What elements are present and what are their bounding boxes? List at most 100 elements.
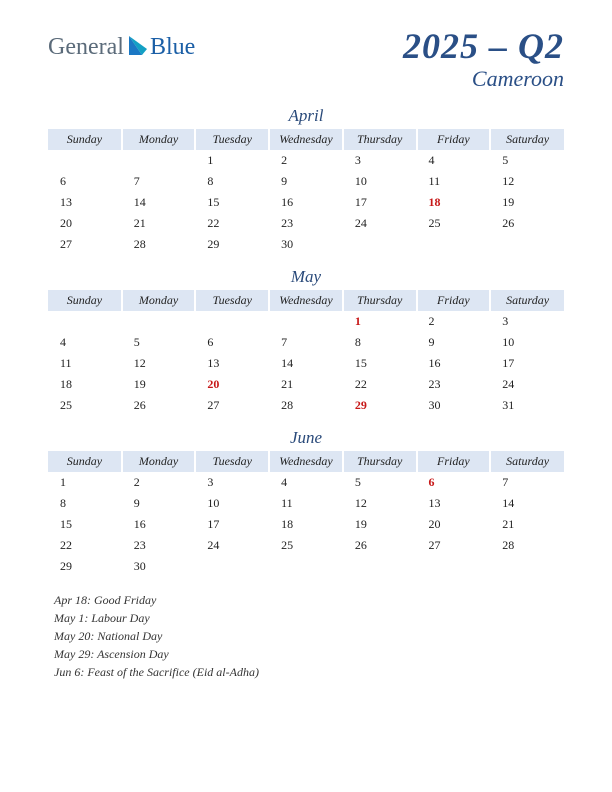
calendar-cell: 17 <box>195 514 269 535</box>
calendar-cell: 29 <box>48 556 122 577</box>
calendar-row: 12345 <box>48 150 564 171</box>
calendar-cell: 12 <box>490 171 564 192</box>
calendar-cell: 29 <box>343 395 417 416</box>
weekday-header: Monday <box>122 129 196 150</box>
calendar-cell <box>122 311 196 332</box>
month-block: AprilSundayMondayTuesdayWednesdayThursda… <box>48 106 564 255</box>
calendar-cell <box>48 150 122 171</box>
calendar-cell: 25 <box>48 395 122 416</box>
calendar-cell: 28 <box>490 535 564 556</box>
calendar-cell: 7 <box>122 171 196 192</box>
calendar-cell: 18 <box>48 374 122 395</box>
weekday-header: Thursday <box>343 451 417 472</box>
calendar-cell: 6 <box>195 332 269 353</box>
weekday-header: Sunday <box>48 129 122 150</box>
month-name: June <box>48 428 564 448</box>
calendar-cell: 27 <box>417 535 491 556</box>
months-container: AprilSundayMondayTuesdayWednesdayThursda… <box>48 106 564 577</box>
calendar-row: 11121314151617 <box>48 353 564 374</box>
calendar-cell: 10 <box>195 493 269 514</box>
calendar-cell: 1 <box>48 472 122 493</box>
calendar-cell: 28 <box>269 395 343 416</box>
calendar-cell: 30 <box>417 395 491 416</box>
weekday-header: Wednesday <box>269 290 343 311</box>
calendar-cell: 3 <box>195 472 269 493</box>
calendar-cell: 27 <box>195 395 269 416</box>
holiday-entry: May 29: Ascension Day <box>54 645 564 663</box>
calendar-cell: 30 <box>269 234 343 255</box>
weekday-header: Tuesday <box>195 129 269 150</box>
calendar-cell: 9 <box>122 493 196 514</box>
title-main: 2025 – Q2 <box>403 28 564 64</box>
calendar-cell: 19 <box>490 192 564 213</box>
weekday-header: Wednesday <box>269 129 343 150</box>
weekday-header: Thursday <box>343 129 417 150</box>
calendar-cell: 14 <box>490 493 564 514</box>
calendar-cell: 13 <box>48 192 122 213</box>
calendar-cell: 20 <box>48 213 122 234</box>
calendar-row: 13141516171819 <box>48 192 564 213</box>
calendar-cell: 20 <box>417 514 491 535</box>
calendar-table: SundayMondayTuesdayWednesdayThursdayFrid… <box>48 290 564 416</box>
calendar-cell: 29 <box>195 234 269 255</box>
month-block: May SundayMondayTuesdayWednesdayThursdayF… <box>48 267 564 416</box>
weekday-header: Friday <box>417 451 491 472</box>
calendar-cell <box>343 234 417 255</box>
calendar-cell <box>269 311 343 332</box>
title-sub: Cameroon <box>403 66 564 92</box>
calendar-cell: 16 <box>417 353 491 374</box>
weekday-header: Friday <box>417 129 491 150</box>
calendar-cell <box>195 311 269 332</box>
calendar-cell: 2 <box>417 311 491 332</box>
logo-text-general: General <box>48 34 124 61</box>
calendar-cell: 1 <box>195 150 269 171</box>
calendar-cell: 4 <box>48 332 122 353</box>
calendar-row: 18192021222324 <box>48 374 564 395</box>
weekday-header: Saturday <box>490 290 564 311</box>
calendar-cell: 22 <box>343 374 417 395</box>
calendar-cell: 6 <box>48 171 122 192</box>
holiday-entry: Apr 18: Good Friday <box>54 591 564 609</box>
calendar-cell: 18 <box>417 192 491 213</box>
calendar-cell: 24 <box>195 535 269 556</box>
calendar-cell: 17 <box>343 192 417 213</box>
weekday-header: Sunday <box>48 451 122 472</box>
calendar-cell: 11 <box>269 493 343 514</box>
calendar-cell: 7 <box>269 332 343 353</box>
calendar-cell: 18 <box>269 514 343 535</box>
calendar-cell: 26 <box>122 395 196 416</box>
calendar-cell: 13 <box>417 493 491 514</box>
calendar-cell: 8 <box>343 332 417 353</box>
calendar-cell: 3 <box>490 311 564 332</box>
calendar-cell: 8 <box>195 171 269 192</box>
calendar-row: 15161718192021 <box>48 514 564 535</box>
calendar-cell <box>269 556 343 577</box>
calendar-cell: 23 <box>122 535 196 556</box>
calendar-cell: 20 <box>195 374 269 395</box>
calendar-cell: 19 <box>343 514 417 535</box>
month-name: May <box>48 267 564 287</box>
calendar-cell: 12 <box>122 353 196 374</box>
calendar-cell: 22 <box>48 535 122 556</box>
calendar-cell: 26 <box>343 535 417 556</box>
calendar-cell: 1 <box>343 311 417 332</box>
calendar-cell: 8 <box>48 493 122 514</box>
calendar-cell: 14 <box>269 353 343 374</box>
calendar-row: 27282930 <box>48 234 564 255</box>
calendar-cell: 30 <box>122 556 196 577</box>
calendar-cell: 25 <box>269 535 343 556</box>
page: General Blue 2025 – Q2 Cameroon AprilSun… <box>0 0 612 701</box>
header: General Blue 2025 – Q2 Cameroon <box>48 28 564 92</box>
month-block: JuneSundayMondayTuesdayWednesdayThursday… <box>48 428 564 577</box>
calendar-cell: 6 <box>417 472 491 493</box>
calendar-cell: 4 <box>417 150 491 171</box>
calendar-cell: 11 <box>417 171 491 192</box>
calendar-cell: 5 <box>122 332 196 353</box>
calendar-cell: 28 <box>122 234 196 255</box>
logo-mark-icon <box>128 34 148 61</box>
calendar-cell: 23 <box>417 374 491 395</box>
calendar-cell: 21 <box>490 514 564 535</box>
calendar-cell: 25 <box>417 213 491 234</box>
holiday-entry: Jun 6: Feast of the Sacrifice (Eid al-Ad… <box>54 663 564 681</box>
weekday-header: Tuesday <box>195 451 269 472</box>
